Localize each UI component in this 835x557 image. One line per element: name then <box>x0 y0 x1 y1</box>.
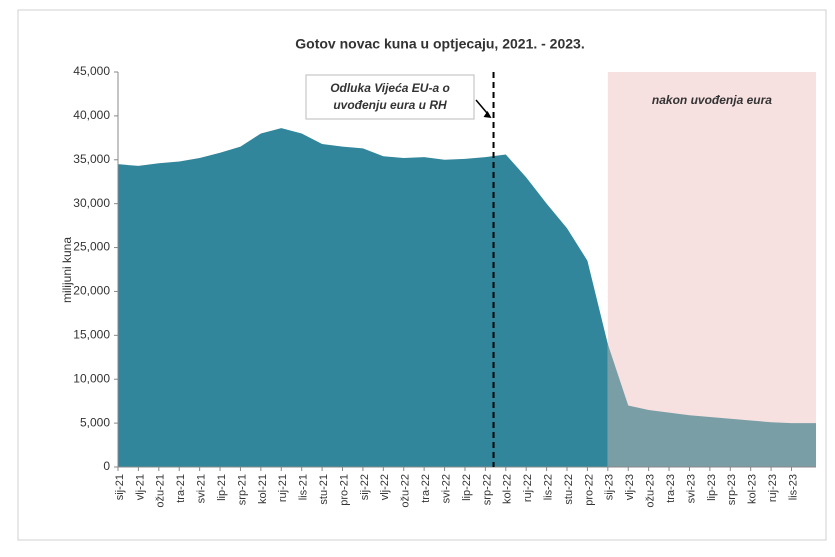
x-tick-label: lis-23 <box>787 474 799 500</box>
x-tick-label: svi-22 <box>440 474 452 503</box>
x-tick-label: ruj-22 <box>522 474 534 502</box>
x-tick-label: lip-21 <box>216 474 228 501</box>
x-tick-label: ruj-21 <box>277 474 289 502</box>
x-tick-label: pro-22 <box>583 474 595 506</box>
area <box>607 344 816 467</box>
annotation-text: Odluka Vijeća EU-a o <box>330 81 450 95</box>
y-tick-label: 0 <box>103 459 110 473</box>
x-tick-label: ožu-22 <box>400 474 412 508</box>
x-tick-label: lis-21 <box>298 474 310 500</box>
x-tick-label: srp-21 <box>236 474 248 505</box>
x-tick-label: lip-23 <box>706 474 718 501</box>
annotation-box <box>305 74 475 120</box>
chart-title: Gotov novac kuna u optjecaju, 2021. - 20… <box>295 36 584 52</box>
y-tick-label: 25,000 <box>73 240 110 254</box>
x-tick-label: pro-21 <box>338 474 350 506</box>
y-tick-label: 15,000 <box>73 328 110 342</box>
region-label: nakon uvođenja eura <box>652 93 772 107</box>
x-tick-label: stu-21 <box>318 474 330 505</box>
x-tick-label: sij-22 <box>359 474 371 500</box>
x-tick-label: kol-21 <box>257 474 269 504</box>
x-tick-label: lis-22 <box>543 474 555 500</box>
x-tick-label: sij-23 <box>604 474 616 500</box>
x-tick-label: srp-22 <box>481 474 493 505</box>
x-tick-label: ruj-23 <box>767 474 779 502</box>
y-tick-label: 40,000 <box>73 108 110 122</box>
y-tick-label: 30,000 <box>73 196 110 210</box>
y-tick-label: 5,000 <box>80 415 110 429</box>
x-tick-label: vlj-22 <box>379 474 391 500</box>
x-tick-label: vlj-23 <box>624 474 636 500</box>
x-tick-label: svi-23 <box>685 474 697 503</box>
x-tick-label: ožu-23 <box>645 474 657 508</box>
y-tick-label: 20,000 <box>73 284 110 298</box>
x-tick-label: lip-22 <box>461 474 473 501</box>
x-tick-label: stu-22 <box>563 474 575 505</box>
x-tick-label: tra-21 <box>175 474 187 503</box>
x-tick-label: kol-23 <box>747 474 759 504</box>
annotation-text: uvođenju eura u RH <box>333 98 447 112</box>
x-tick-label: srp-23 <box>726 474 738 505</box>
area <box>118 128 608 467</box>
y-tick-label: 35,000 <box>73 152 110 166</box>
post-euro-region <box>607 72 816 467</box>
y-tick-label: 45,000 <box>73 64 110 78</box>
x-tick-label: kol-22 <box>502 474 514 504</box>
y-axis-label: milijuni kuna <box>60 237 74 303</box>
arrow-head <box>483 111 492 118</box>
x-tick-label: tra-22 <box>420 474 432 503</box>
x-tick-label: sij-21 <box>114 474 126 500</box>
x-tick-label: vlj-21 <box>134 474 146 500</box>
x-tick-label: ožu-21 <box>155 474 167 508</box>
x-tick-label: tra-23 <box>665 474 677 503</box>
x-tick-label: svi-21 <box>196 474 208 503</box>
y-tick-label: 10,000 <box>73 371 110 385</box>
